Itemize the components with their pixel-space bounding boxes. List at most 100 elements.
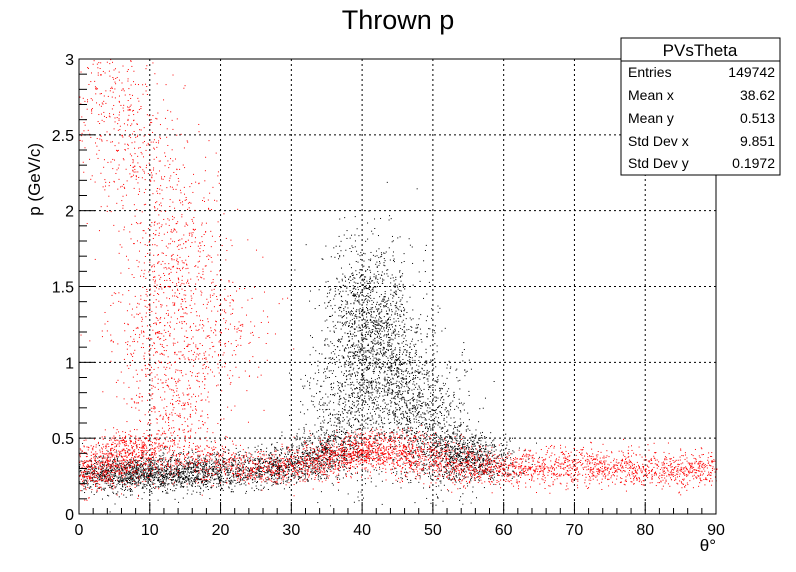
data-point bbox=[359, 277, 361, 279]
data-point bbox=[375, 390, 377, 392]
data-point bbox=[358, 294, 360, 296]
data-point bbox=[352, 326, 354, 328]
data-point bbox=[281, 435, 283, 437]
data-point bbox=[329, 330, 331, 332]
data-point bbox=[332, 370, 334, 372]
data-point bbox=[298, 469, 300, 471]
data-point bbox=[89, 471, 91, 473]
data-point bbox=[390, 392, 392, 394]
data-point bbox=[294, 269, 296, 271]
data-point bbox=[162, 474, 164, 476]
data-point bbox=[388, 297, 390, 299]
data-point bbox=[196, 475, 198, 477]
data-point bbox=[348, 370, 350, 372]
data-point bbox=[274, 481, 276, 483]
data-point bbox=[388, 440, 390, 442]
data-point bbox=[98, 473, 100, 475]
data-point bbox=[185, 476, 187, 478]
data-point bbox=[112, 475, 114, 477]
data-point bbox=[176, 484, 178, 486]
data-point bbox=[304, 478, 306, 480]
data-point bbox=[221, 488, 223, 490]
data-point bbox=[416, 364, 418, 366]
data-point bbox=[216, 461, 218, 463]
data-point bbox=[91, 464, 93, 466]
data-point bbox=[202, 466, 204, 468]
data-point bbox=[357, 419, 359, 421]
data-point bbox=[361, 332, 363, 334]
data-point bbox=[184, 467, 186, 469]
data-point bbox=[194, 469, 196, 471]
data-point bbox=[405, 410, 407, 412]
data-point bbox=[144, 476, 146, 478]
data-point bbox=[279, 468, 281, 470]
data-point bbox=[186, 476, 188, 478]
series-black bbox=[79, 181, 540, 513]
data-point bbox=[432, 331, 434, 333]
data-point bbox=[157, 459, 159, 461]
data-point bbox=[384, 260, 386, 262]
data-point bbox=[220, 465, 222, 467]
data-point bbox=[101, 473, 103, 475]
data-point bbox=[323, 404, 325, 406]
data-point bbox=[372, 353, 374, 355]
data-point bbox=[344, 350, 346, 352]
data-point bbox=[220, 476, 222, 478]
data-point bbox=[362, 378, 364, 380]
data-point bbox=[258, 460, 260, 462]
data-point bbox=[279, 472, 281, 474]
data-point bbox=[373, 282, 375, 284]
data-point bbox=[364, 319, 366, 321]
data-point bbox=[369, 364, 371, 366]
data-point bbox=[384, 402, 386, 404]
data-point bbox=[361, 470, 363, 472]
data-point bbox=[318, 458, 320, 460]
data-point bbox=[362, 362, 364, 364]
data-point bbox=[320, 405, 322, 407]
data-point bbox=[226, 466, 228, 468]
data-point bbox=[219, 467, 221, 469]
data-point bbox=[362, 341, 364, 343]
data-point bbox=[429, 400, 431, 402]
data-point bbox=[408, 443, 410, 445]
data-point bbox=[388, 324, 390, 326]
data-point bbox=[230, 461, 232, 463]
data-point bbox=[119, 481, 121, 483]
data-point bbox=[258, 476, 260, 478]
data-point bbox=[386, 286, 388, 288]
data-point bbox=[346, 462, 348, 464]
data-point bbox=[372, 316, 374, 318]
data-point bbox=[378, 436, 380, 438]
data-point bbox=[90, 460, 92, 462]
data-point bbox=[335, 356, 337, 358]
data-point bbox=[322, 458, 324, 460]
data-point bbox=[334, 417, 336, 419]
data-point bbox=[294, 458, 296, 460]
data-point bbox=[352, 323, 354, 325]
data-point bbox=[383, 347, 385, 349]
data-point bbox=[373, 273, 375, 275]
data-point bbox=[387, 307, 389, 309]
data-point bbox=[392, 350, 394, 352]
data-point bbox=[333, 436, 335, 438]
data-point bbox=[390, 303, 392, 305]
data-point bbox=[370, 310, 372, 312]
data-point bbox=[382, 298, 384, 300]
data-point bbox=[353, 501, 355, 503]
data-point bbox=[348, 394, 350, 396]
data-point bbox=[370, 290, 372, 292]
data-point bbox=[188, 452, 190, 454]
data-point bbox=[396, 420, 398, 422]
data-point bbox=[341, 296, 343, 298]
data-point bbox=[333, 438, 335, 440]
data-point bbox=[335, 439, 337, 441]
data-point bbox=[398, 336, 400, 338]
data-point bbox=[389, 348, 391, 350]
data-point bbox=[386, 373, 388, 375]
data-point bbox=[102, 470, 104, 472]
data-point bbox=[379, 262, 381, 264]
data-point bbox=[368, 312, 370, 314]
data-point bbox=[392, 277, 394, 279]
data-point bbox=[171, 469, 173, 471]
data-point bbox=[365, 351, 367, 353]
